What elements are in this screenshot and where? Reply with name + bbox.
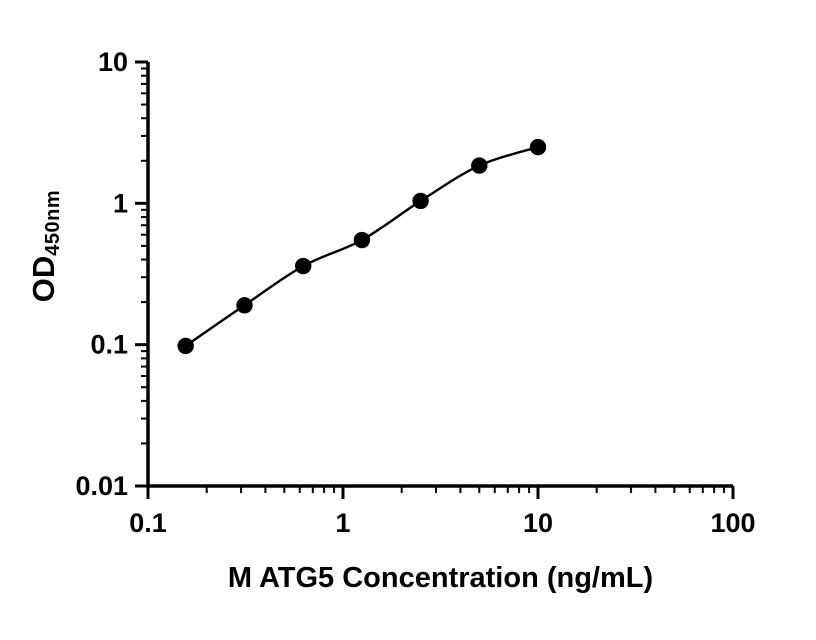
y-tick-label: 1 <box>113 188 128 218</box>
data-point <box>471 157 488 174</box>
y-axis-title: OD450nm <box>26 90 64 402</box>
data-point <box>177 337 194 355</box>
data-point <box>412 192 429 210</box>
y-tick-label: 10 <box>98 47 128 77</box>
x-tick-label: 0.1 <box>129 508 167 538</box>
data-point <box>294 257 312 275</box>
y-axis-title-main: OD <box>26 255 61 303</box>
x-tick-label: 1 <box>335 508 350 538</box>
data-point <box>529 138 547 156</box>
y-tick-label: 0.01 <box>75 471 128 501</box>
x-axis-title: M ATG5 Concentration (ng/mL) <box>227 562 654 594</box>
data-point <box>353 231 371 249</box>
x-tick-label: 10 <box>523 508 553 538</box>
x-tick-label: 100 <box>710 508 755 538</box>
y-axis-title-subscript: 450nm <box>42 189 64 256</box>
data-point <box>236 297 253 314</box>
y-tick-label: 0.1 <box>90 330 128 360</box>
